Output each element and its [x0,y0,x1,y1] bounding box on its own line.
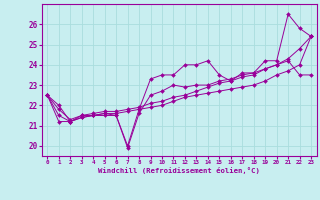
X-axis label: Windchill (Refroidissement éolien,°C): Windchill (Refroidissement éolien,°C) [98,167,260,174]
